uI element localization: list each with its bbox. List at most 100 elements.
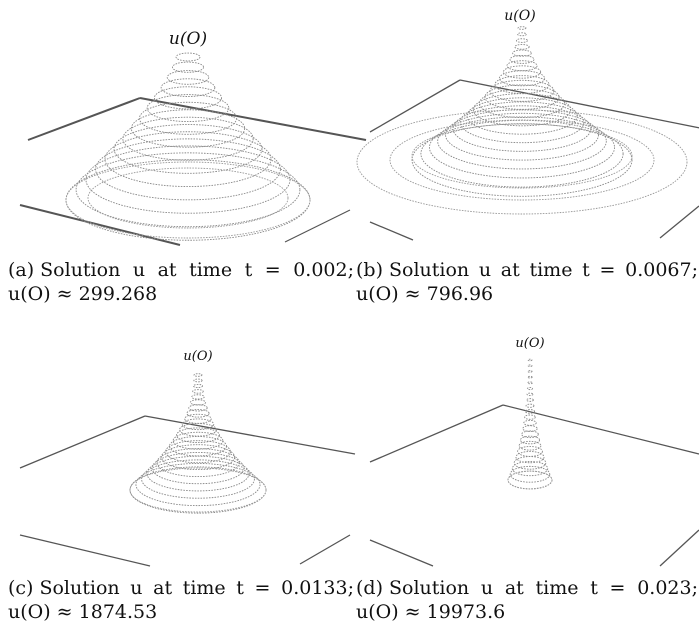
surface-contour-ring xyxy=(138,101,238,135)
surface-contour-ring xyxy=(525,403,535,408)
surface-contour-ring xyxy=(85,145,291,214)
plane-edge xyxy=(19,204,181,246)
surface-contour-ring xyxy=(175,52,201,62)
surface-contour-ring xyxy=(509,465,551,483)
surface-plot-b: u(O) xyxy=(356,8,699,241)
plane-edge xyxy=(299,534,351,565)
surface-contour-ring xyxy=(526,392,534,396)
surface-contour-ring xyxy=(122,116,254,161)
caption-d-tag: (d) xyxy=(356,577,383,599)
surface-contour-ring xyxy=(511,461,549,477)
base-contour-ring xyxy=(356,109,688,215)
surface-contour-ring xyxy=(188,404,208,412)
base-contour-ring xyxy=(87,167,289,229)
surface-contour-ring xyxy=(517,446,543,457)
plane-edge xyxy=(284,209,351,243)
surface-contour-ring xyxy=(527,364,533,367)
surface-contour-ring xyxy=(515,451,545,464)
surface-contour-ring xyxy=(141,459,255,499)
surface-contour-ring xyxy=(160,444,236,471)
surface-contour-ring xyxy=(494,75,550,94)
caption-d-text: Solution u at time t = 0.023; xyxy=(389,577,698,599)
surface-contour-ring xyxy=(437,112,607,170)
figure-panel-a: u(O) xyxy=(0,0,367,250)
surface-contour-ring xyxy=(166,70,210,85)
plane-edge xyxy=(144,415,356,455)
surface-contour-ring xyxy=(459,101,585,144)
surface-contour-ring xyxy=(146,94,230,123)
surface-contour-ring xyxy=(184,413,212,424)
surface-contour-ring xyxy=(489,79,555,102)
figure-panel-b: u(O) xyxy=(355,0,699,250)
surface-contour-ring xyxy=(527,375,533,379)
plane-edge xyxy=(459,79,699,129)
surface-contour-ring xyxy=(518,440,542,451)
surface-contour-ring xyxy=(193,378,203,383)
plane-edge xyxy=(139,97,367,141)
surface-contour-ring xyxy=(113,124,263,174)
surface-contour-ring xyxy=(517,32,527,37)
base-contour-ring xyxy=(129,467,267,513)
surface-contour-ring xyxy=(165,440,231,464)
surface-contour-ring xyxy=(472,93,572,127)
surface-contour-ring xyxy=(527,358,533,362)
surface-contour-ring xyxy=(193,373,203,377)
figure-panel-d: u(O) xyxy=(355,330,699,570)
surface-contour-ring xyxy=(523,419,537,426)
surface-plot-c: u(O) xyxy=(19,349,356,567)
surface-contour-ring xyxy=(517,26,527,30)
surface-contour-ring xyxy=(175,427,221,444)
plane-edge xyxy=(27,97,141,141)
plane-edge xyxy=(19,415,146,469)
surface-contour-ring xyxy=(513,456,547,470)
surface-contour-ring xyxy=(445,109,599,161)
caption-c-tag: (c) xyxy=(8,577,34,599)
surface-contour-ring xyxy=(429,116,615,179)
peak-label: u(O) xyxy=(169,29,207,49)
surface-contour-ring xyxy=(498,70,546,87)
caption-a: (a) Solution u at time t = 0.002; u(O) ≈ … xyxy=(8,258,354,306)
surface-contour-ring xyxy=(191,394,205,400)
surface-contour-ring xyxy=(527,381,533,385)
peak-label: u(O) xyxy=(515,336,544,351)
surface-contour-ring xyxy=(171,61,205,73)
surface-contour-ring xyxy=(179,423,217,437)
surface-contour-ring xyxy=(156,448,240,478)
plane-edge xyxy=(369,404,504,463)
surface-contour-ring xyxy=(192,383,204,388)
surface-contour-ring xyxy=(484,84,560,110)
caption-d-value: u(O) ≈ 19973.6 xyxy=(356,601,506,623)
surface-contour-ring xyxy=(75,152,301,228)
surface-contour-ring xyxy=(519,435,541,445)
surface-contour-ring xyxy=(186,409,210,418)
base-contour-ring xyxy=(65,161,311,239)
surface-contour-ring xyxy=(192,389,204,394)
surface-contour-ring xyxy=(104,131,272,187)
surface-contour-ring xyxy=(153,86,223,110)
caption-b-value: u(O) ≈ 796.96 xyxy=(356,283,494,305)
caption-a-text: Solution u at time t = 0.002; xyxy=(40,259,354,281)
plane-edge xyxy=(369,79,461,133)
surface-contour-ring xyxy=(452,105,592,152)
plane-edge xyxy=(19,534,151,567)
surface-contour-ring xyxy=(169,436,227,457)
plane-edge xyxy=(369,539,434,567)
surface-contour-ring xyxy=(512,49,532,57)
surface-contour-ring xyxy=(466,97,578,135)
surface-contour-ring xyxy=(527,370,533,373)
peak-label: u(O) xyxy=(504,8,535,24)
surface-contour-ring xyxy=(420,119,624,188)
plane-edge xyxy=(659,529,699,567)
surface-contour-ring xyxy=(524,414,536,420)
figure-panel-c: u(O) xyxy=(0,330,356,570)
base-contour-ring xyxy=(389,119,655,201)
peak-label: u(O) xyxy=(183,349,212,364)
surface-contour-ring xyxy=(189,399,207,406)
surface-contour-ring xyxy=(506,60,538,72)
caption-b: (b) Solution u at time t = 0.0067; u(O) ≈… xyxy=(356,258,698,306)
caption-c-value: u(O) ≈ 1874.53 xyxy=(8,601,158,623)
surface-contour-ring xyxy=(151,452,245,485)
caption-b-tag: (b) xyxy=(356,259,383,281)
surface-plot-d: u(O) xyxy=(369,336,699,567)
base-contour-ring xyxy=(411,123,633,189)
